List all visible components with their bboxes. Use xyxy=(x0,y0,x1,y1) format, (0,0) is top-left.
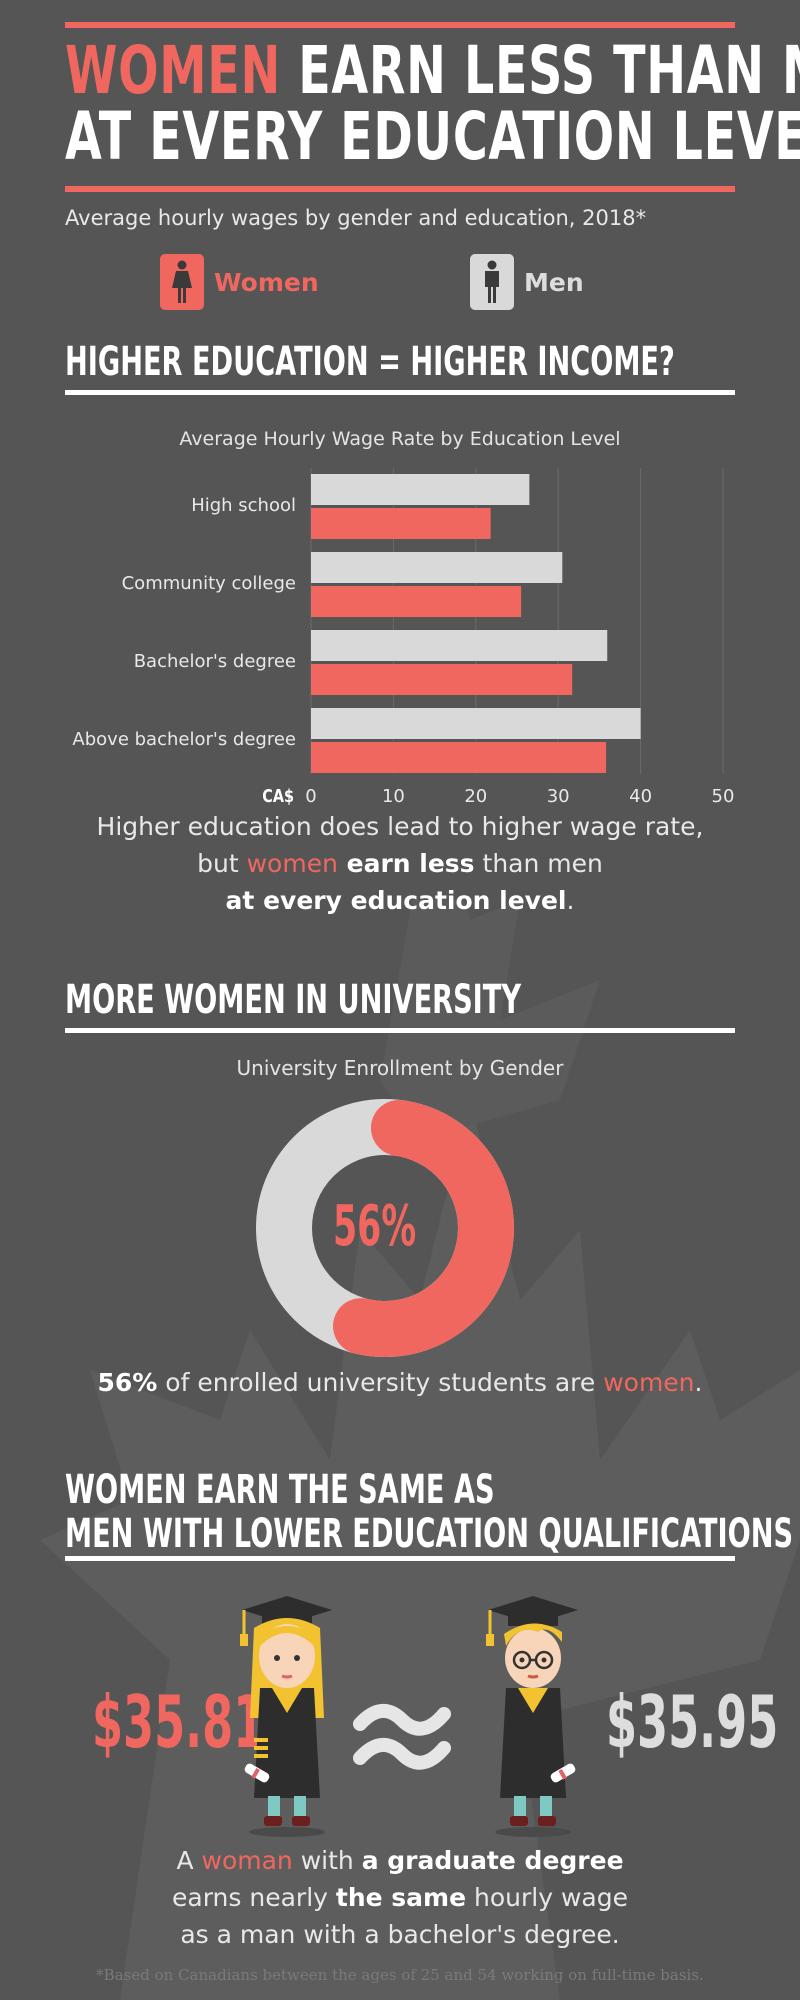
man-icon xyxy=(470,254,514,310)
note-earn-less: earn less xyxy=(337,849,475,878)
section3-note: A woman with a graduate degree earns nea… xyxy=(0,1842,800,1953)
note-text: earns nearly xyxy=(172,1883,336,1912)
woman-icon xyxy=(160,254,204,310)
section2-heading: MORE WOMEN IN UNIVERSITY xyxy=(65,977,522,1023)
note-period: . xyxy=(694,1368,703,1397)
title-highlight: WOMEN xyxy=(65,32,281,109)
section2-note: 56% of enrolled university students are … xyxy=(0,1364,800,1401)
category-label: High school xyxy=(191,495,296,516)
page-title: WOMEN EARN LESS THAN MEN AT EVERY EDUCAT… xyxy=(65,38,800,170)
note-pct: 56% xyxy=(97,1368,158,1397)
note-text: than men xyxy=(474,849,603,878)
donut-segment-women xyxy=(256,1099,514,1357)
note-every-level: at every education level xyxy=(225,886,567,915)
approximately-equal-icon xyxy=(353,1704,451,1770)
bar-women xyxy=(311,664,573,695)
title-line2: AT EVERY EDUCATION LEVEL xyxy=(65,98,800,175)
section3-note-line1: A woman with a graduate degree xyxy=(0,1842,800,1879)
x-tick-label: 50 xyxy=(712,786,735,807)
note-text: A xyxy=(176,1846,202,1875)
bar-women xyxy=(311,508,491,539)
bar-chart-title: Average Hourly Wage Rate by Education Le… xyxy=(179,428,621,450)
note-text: hourly wage xyxy=(466,1883,628,1912)
men-wage: $35.95 xyxy=(606,1680,779,1764)
section3-note-line3: as a man with a bachelor's degree. xyxy=(180,1920,620,1949)
bar-men xyxy=(311,552,563,583)
legend-men: Men xyxy=(470,254,584,310)
category-label: Bachelor's degree xyxy=(134,651,296,672)
man-graduate-icon xyxy=(486,1596,578,1837)
section3-rule xyxy=(65,1556,735,1561)
x-tick-label: 0 xyxy=(305,786,316,807)
bar-men xyxy=(311,630,608,661)
note-woman: woman xyxy=(201,1846,293,1875)
note-women: women xyxy=(603,1368,695,1397)
note-text: of enrolled university students are xyxy=(157,1368,604,1397)
x-tick-label: 30 xyxy=(547,786,570,807)
note-period: . xyxy=(566,886,575,915)
maple-leaf-background xyxy=(40,900,800,2000)
top-red-rule xyxy=(65,22,735,28)
legend-women-label: Women xyxy=(214,267,319,297)
note-women: women xyxy=(246,849,338,878)
note-the-same: the same xyxy=(335,1883,467,1912)
donut-center: 56% xyxy=(0,1084,800,1259)
bar-chart: 0 10 20 30 40 50 CA$ High school Community colle… xyxy=(72,468,735,807)
donut-chart-title: University Enrollment by Gender xyxy=(236,1056,564,1080)
section3-heading-line1: WOMEN EARN THE SAME AS xyxy=(65,1467,495,1513)
section1-note: Higher education does lead to higher wag… xyxy=(0,808,800,919)
section1-note-line2: but women earn less than men xyxy=(0,845,800,882)
note-text: but xyxy=(197,849,247,878)
x-tick-label: 10 xyxy=(382,786,405,807)
section3-note-line2: earns nearly the same hourly wage xyxy=(0,1879,800,1916)
section3-heading-line2: MEN WITH LOWER EDUCATION QUALIFICATIONS xyxy=(65,1511,794,1557)
category-label: Above bachelor's degree xyxy=(72,729,296,750)
legend-women: Women xyxy=(160,254,319,310)
donut-center-label: 56% xyxy=(332,1194,417,1259)
bar-men xyxy=(311,474,530,505)
bar-men xyxy=(311,708,641,739)
x-axis-label: CA$ xyxy=(262,785,294,806)
legend-men-label: Men xyxy=(524,267,584,297)
bar-women xyxy=(311,586,522,617)
x-tick-label: 20 xyxy=(464,786,487,807)
bar-women xyxy=(311,742,607,773)
section3-heading: WOMEN EARN THE SAME AS MEN WITH LOWER ED… xyxy=(65,1468,793,1556)
note-text: with xyxy=(292,1846,362,1875)
x-tick-label: 40 xyxy=(629,786,652,807)
section1-heading: HIGHER EDUCATION = HIGHER INCOME? xyxy=(65,339,675,385)
page-subtitle: Average hourly wages by gender and educa… xyxy=(65,206,647,230)
women-wage: $35.81 xyxy=(92,1680,265,1764)
section1-rule xyxy=(65,390,735,395)
footnote: *Based on Canadians between the ages of … xyxy=(96,1966,704,1984)
note-graduate-degree: a graduate degree xyxy=(361,1846,624,1875)
section1-note-line1: Higher education does lead to higher wag… xyxy=(96,812,704,841)
section1-note-line3: at every education level. xyxy=(0,882,800,919)
woman-graduate-icon xyxy=(240,1596,332,1837)
section2-rule xyxy=(65,1028,735,1033)
category-label: Community college xyxy=(122,573,296,594)
title-red-rule xyxy=(65,186,735,192)
title-line1-rest: EARN LESS THAN MEN xyxy=(298,32,800,109)
donut-chart xyxy=(256,1099,514,1357)
